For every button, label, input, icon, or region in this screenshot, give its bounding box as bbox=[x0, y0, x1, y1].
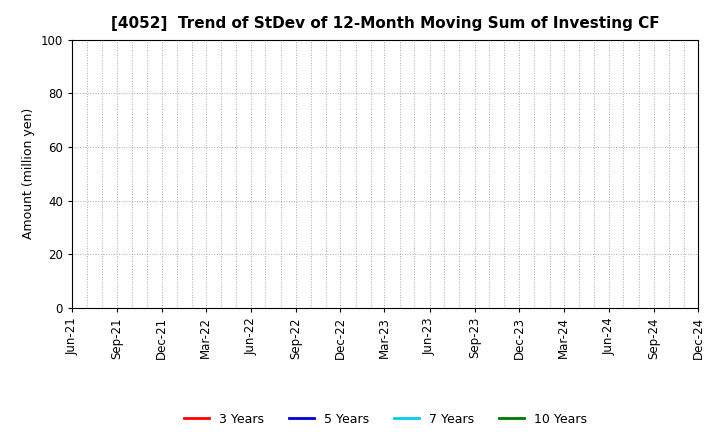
Title: [4052]  Trend of StDev of 12-Month Moving Sum of Investing CF: [4052] Trend of StDev of 12-Month Moving… bbox=[111, 16, 660, 32]
Legend: 3 Years, 5 Years, 7 Years, 10 Years: 3 Years, 5 Years, 7 Years, 10 Years bbox=[179, 407, 592, 431]
Y-axis label: Amount (million yen): Amount (million yen) bbox=[22, 108, 35, 239]
